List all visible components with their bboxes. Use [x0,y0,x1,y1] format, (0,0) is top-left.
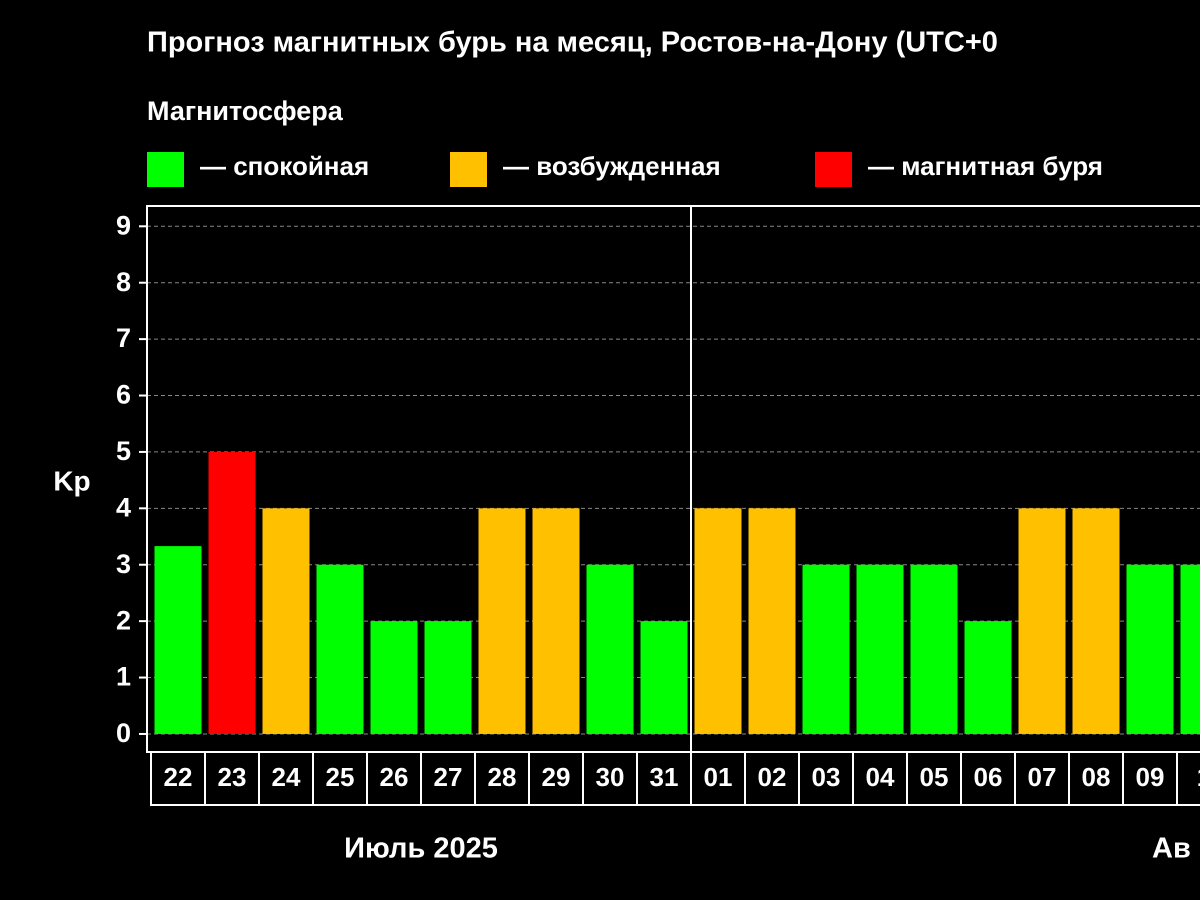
bar [478,508,526,734]
bar [748,508,796,734]
bar [1018,508,1066,734]
bar [856,564,904,734]
x-tick-label: 24 [272,762,301,792]
subtitle: Магнитосфера [147,96,344,126]
legend-swatch [147,152,184,187]
x-tick-label: 31 [650,762,679,792]
x-tick-label: 30 [596,762,625,792]
bar [316,564,364,734]
x-tick-label: 23 [218,762,247,792]
legend-label: — магнитная буря [868,151,1103,181]
y-tick-label: 9 [116,210,131,240]
bar [532,508,580,734]
y-tick-label: 0 [116,718,131,748]
bar [964,621,1012,734]
y-tick-label: 3 [116,549,131,579]
x-tick-label: 1 [1197,762,1200,792]
y-tick-label: 2 [116,605,131,635]
x-tick-label: 02 [758,762,787,792]
y-tick-label: 1 [116,662,131,692]
bar [1072,508,1120,734]
bar [1126,564,1174,734]
x-tick-label: 25 [326,762,355,792]
month-label: Ав [1152,833,1191,865]
y-tick-label: 7 [116,323,131,353]
bar [694,508,742,734]
bar [154,546,202,734]
legend-label: — спокойная [200,151,369,181]
bar [910,564,958,734]
y-tick-label: 4 [116,492,131,522]
x-tick-label: 06 [974,762,1003,792]
x-tick-label: 08 [1082,762,1111,792]
bar [1180,564,1200,734]
legend-label: — возбужденная [503,151,721,181]
x-tick-label: 04 [866,762,895,792]
y-axis-label: Kp [53,465,90,496]
bar [262,508,310,734]
x-tick-label: 26 [380,762,409,792]
month-label: Июль 2025 [344,833,498,865]
category-cell [1176,751,1200,806]
bar [370,621,418,734]
x-tick-label: 05 [920,762,949,792]
x-tick-label: 27 [434,762,463,792]
x-tick-label: 03 [812,762,841,792]
bar [586,564,634,734]
legend-swatch [450,152,487,187]
y-tick-label: 6 [116,380,131,410]
bar [424,621,472,734]
x-tick-label: 09 [1136,762,1165,792]
legend-swatch [815,152,852,187]
chart-title: Прогноз магнитных бурь на месяц, Ростов-… [147,27,998,59]
bar [640,621,688,734]
x-tick-label: 29 [542,762,571,792]
x-tick-label: 22 [164,762,193,792]
x-tick-label: 07 [1028,762,1057,792]
x-tick-label: 28 [488,762,517,792]
bar [802,564,850,734]
y-tick-label: 5 [116,436,131,466]
bar [208,451,256,734]
y-tick-label: 8 [116,267,131,297]
x-tick-label: 01 [704,762,733,792]
